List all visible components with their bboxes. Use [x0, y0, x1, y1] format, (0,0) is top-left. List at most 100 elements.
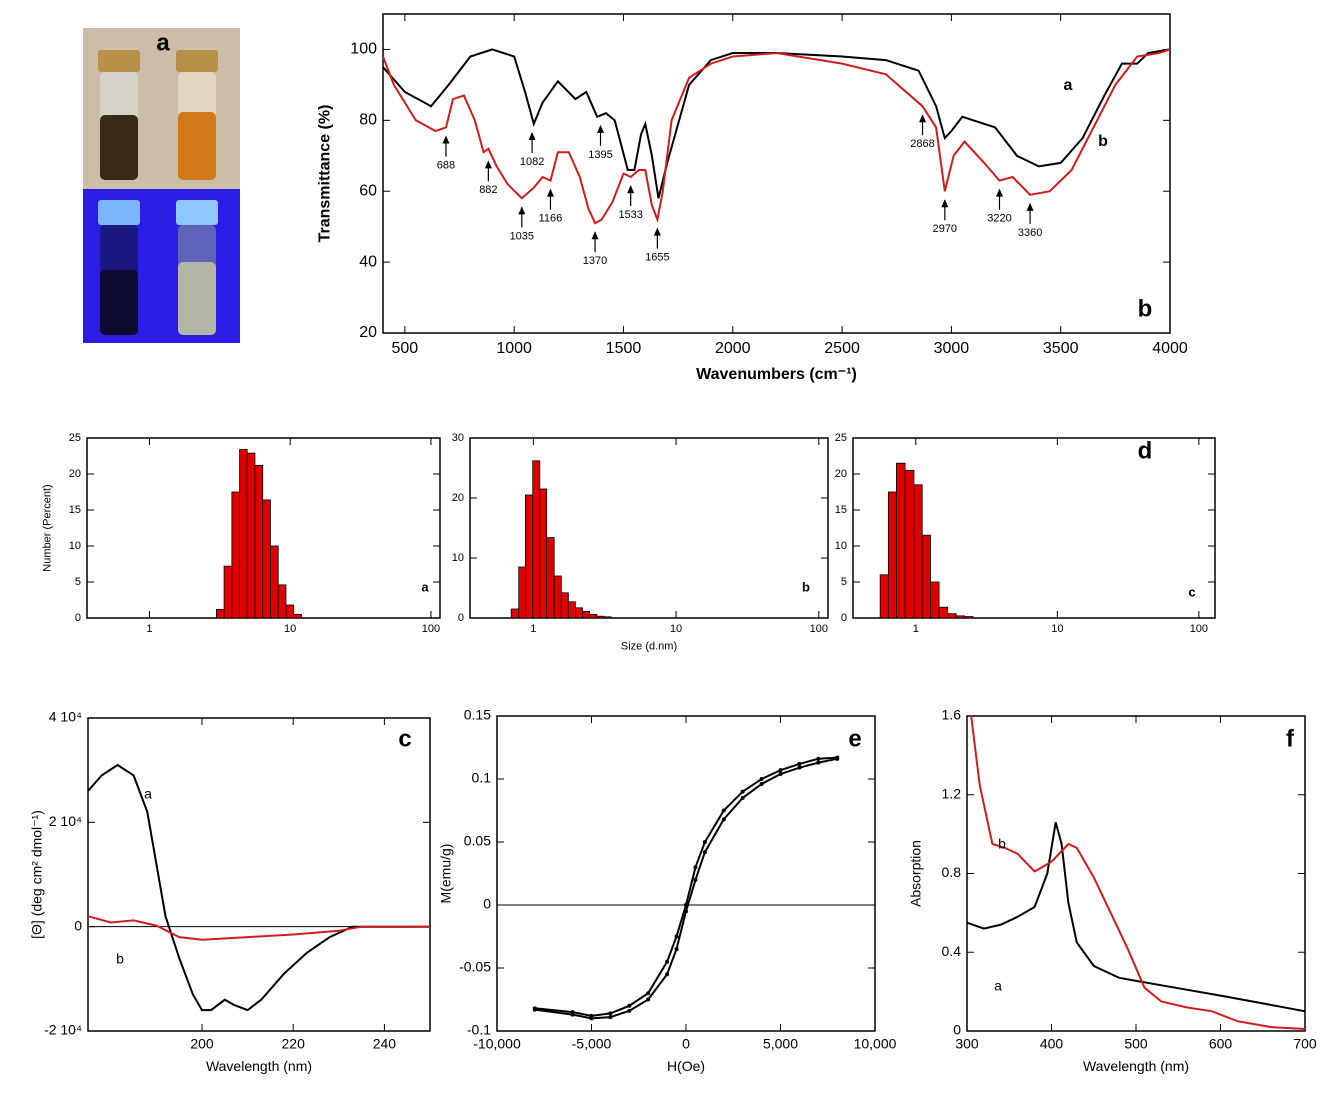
vial-liquid: [100, 115, 138, 180]
curve-label: c: [1188, 584, 1195, 599]
y-tick-label: 10: [69, 540, 81, 552]
arrow-head: [546, 188, 554, 197]
bar: [254, 464, 264, 619]
annotation-label: 3220: [987, 213, 1011, 225]
x-tick-label: 2500: [824, 340, 860, 357]
curve-label: a: [994, 978, 1002, 994]
y-tick-label: 100: [350, 41, 377, 58]
series-line: [382, 48, 1171, 225]
annotation-label: 882: [479, 184, 497, 196]
bar: [596, 615, 605, 619]
x-tick-label: 10,000: [854, 1036, 897, 1052]
bar: [560, 592, 569, 619]
arrow-head: [627, 185, 635, 194]
bar: [582, 611, 591, 619]
annotation-label: 1035: [510, 230, 534, 242]
vial-cap: [98, 200, 140, 225]
arrow-head: [528, 131, 536, 140]
annotation-label: 1370: [583, 255, 607, 267]
y-tick-label: 0: [458, 612, 464, 624]
y-tick-label: 1.6: [942, 707, 962, 723]
y-tick-label: 30: [452, 432, 464, 444]
bar: [896, 462, 906, 619]
point: [589, 1016, 594, 1021]
y-tick-label: 20: [452, 492, 464, 504]
y-axis-label: Transmittance (%): [317, 105, 334, 243]
y-axis-label: [Θ] (deg cm² dmol⁻¹): [28, 810, 44, 939]
chart: 1 10 100 0 5 10 15 20 25 d c: [835, 432, 1216, 635]
y-tick-label: 20: [359, 324, 377, 341]
bar: [904, 469, 915, 619]
series-line: [970, 715, 1306, 1030]
arrow-head: [442, 135, 450, 144]
y-tick-label: 2 10⁴: [49, 813, 82, 829]
bar: [525, 494, 534, 619]
point: [646, 991, 651, 996]
point: [759, 782, 764, 787]
x-tick-label: 700: [1293, 1036, 1317, 1052]
arrow-head: [919, 114, 927, 123]
bar: [955, 615, 965, 619]
point: [797, 765, 802, 770]
point: [759, 777, 764, 781]
y-tick-label: 15: [835, 504, 847, 516]
chart: -10,000 -5,000 0 5,000 10,000 -0.1 -0.05 0 0.05 0…: [437, 707, 896, 1074]
curve-label: a: [1064, 77, 1073, 94]
point: [665, 972, 670, 977]
x-tick-label: 200: [190, 1036, 214, 1052]
y-tick-label: 0: [953, 1022, 961, 1038]
x-tick-label: 600: [1209, 1036, 1233, 1052]
bar: [277, 584, 287, 619]
bar: [293, 614, 302, 619]
y-tick-label: 0: [74, 917, 82, 933]
annotation-label: 1082: [520, 156, 544, 168]
point: [674, 947, 679, 952]
y-tick-label: 25: [835, 432, 847, 444]
y-tick-label: 0.8: [942, 864, 962, 880]
bar: [246, 452, 256, 619]
annotation-label: 3360: [1018, 227, 1042, 239]
bar: [553, 575, 562, 619]
y-tick-label: 60: [359, 182, 377, 199]
x-tick-label: 1500: [606, 340, 642, 357]
vial-liquid: [178, 262, 216, 335]
point: [721, 808, 726, 813]
point: [693, 877, 698, 882]
y-axis-label: M(emu/g): [437, 844, 453, 904]
point: [608, 1011, 613, 1016]
arrow-head: [518, 206, 526, 215]
y-tick-label: 5: [841, 576, 847, 588]
panel-label: c: [398, 725, 411, 752]
bar: [603, 616, 612, 619]
x-axis-label: H(Oe): [667, 1058, 705, 1074]
bar: [589, 614, 598, 619]
arrow-head: [597, 124, 605, 133]
chart: 1 10 100 0 10 20 30 Size (d.nm) b: [452, 432, 829, 653]
bar: [913, 484, 923, 619]
point: [778, 771, 783, 776]
curve-label: b: [998, 836, 1006, 852]
point: [665, 959, 670, 964]
vial-liquid: [100, 270, 138, 335]
panel-label: f: [1286, 725, 1295, 752]
vial-liquid: [178, 112, 216, 180]
y-tick-label: 25: [69, 432, 81, 444]
x-tick-label: 10: [670, 623, 682, 635]
x-tick-label: 400: [1040, 1036, 1064, 1052]
y-tick-label: 5: [75, 576, 81, 588]
point: [740, 795, 745, 800]
bar: [510, 608, 520, 619]
bar: [270, 545, 279, 619]
x-tick-label: 100: [1190, 623, 1208, 635]
arrow-head: [484, 160, 492, 169]
annotation-label: 1395: [588, 149, 612, 161]
bar: [518, 566, 526, 619]
arrow-head: [941, 199, 949, 208]
y-tick-label: -2 10⁴: [44, 1022, 82, 1038]
bar: [574, 607, 583, 619]
point: [797, 761, 802, 766]
point: [608, 1015, 613, 1020]
bar: [532, 460, 541, 619]
y-tick-label: 1.2: [942, 785, 962, 801]
